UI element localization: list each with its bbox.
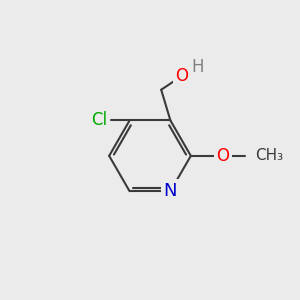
Text: Cl: Cl (91, 112, 107, 130)
Text: O: O (175, 67, 188, 85)
Text: N: N (164, 182, 177, 200)
Text: H: H (192, 58, 204, 76)
Text: CH₃: CH₃ (255, 148, 283, 163)
Text: O: O (216, 147, 230, 165)
